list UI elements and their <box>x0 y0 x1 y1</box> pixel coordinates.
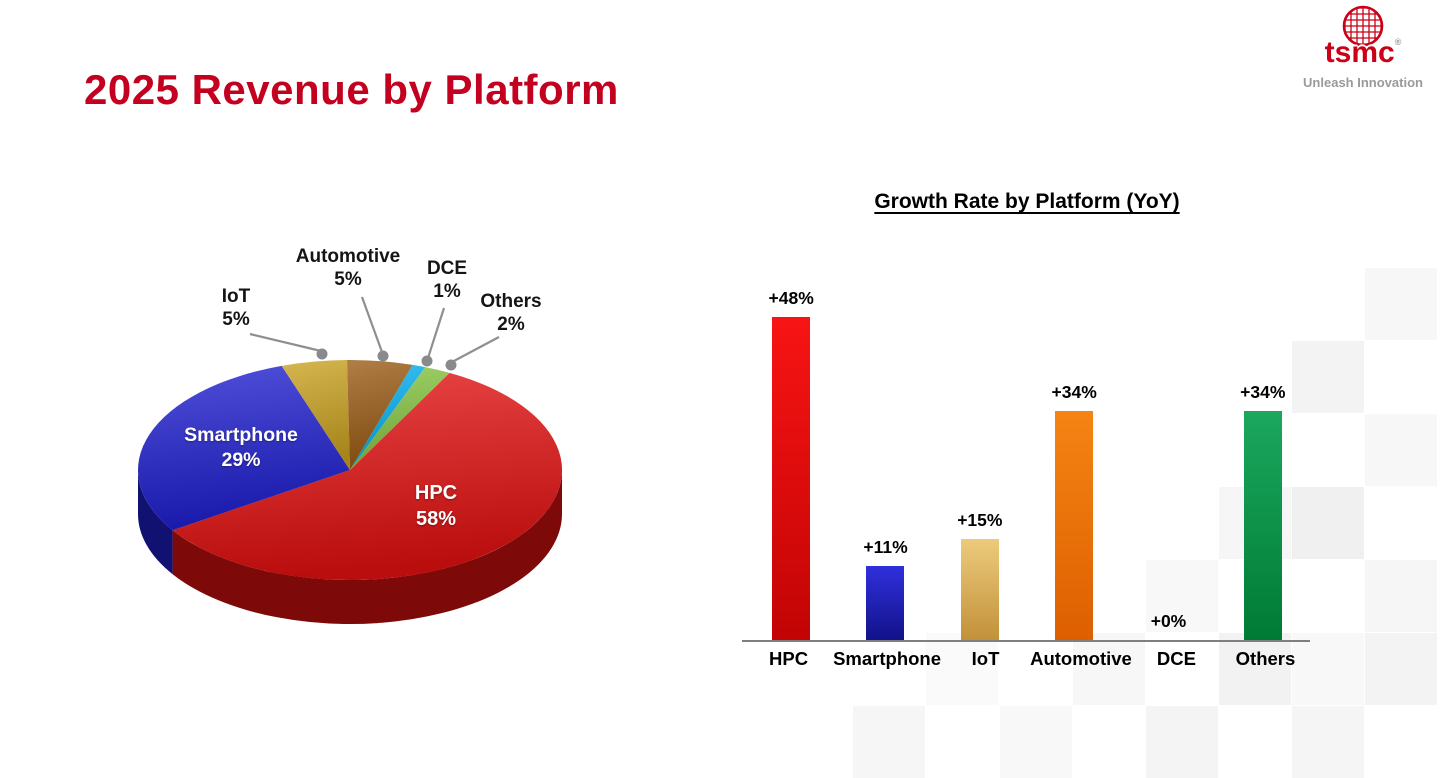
bar-column-others: +34% <box>1216 280 1310 640</box>
bar-chart-panel: Growth Rate by Platform (YoY) +48% +11% +1… <box>742 190 1310 700</box>
background-tile <box>1146 560 1218 632</box>
bar-value-iot: +15% <box>957 510 1003 530</box>
bar-column-smartphone: +11% <box>838 280 932 640</box>
pie-callout-automotive-name: Automotive <box>295 246 401 267</box>
bar-value-smartphone: +11% <box>863 537 908 557</box>
bar-smartphone <box>866 566 905 640</box>
bar-column-dce: +0% <box>1121 280 1215 640</box>
bar-iot <box>960 539 999 640</box>
bar-category-hpc: HPC <box>769 648 809 669</box>
background-tile <box>853 706 925 778</box>
tsmc-wordmark: tsmc® <box>1324 36 1402 69</box>
pie-slice-dce <box>350 364 426 470</box>
background-tile <box>926 633 998 705</box>
x-axis-line <box>742 640 1310 642</box>
pie-label-smartphone-value: 29% <box>221 449 261 472</box>
bar-category-others: Others <box>1235 648 1296 669</box>
pie-label-smartphone-name: Smartphone <box>184 424 298 446</box>
background-tile <box>1292 487 1364 559</box>
bar-value-hpc: +48% <box>768 288 814 308</box>
tsmc-logo: tsmc® Unleash Innovation <box>1298 4 1428 90</box>
logo-tagline: Unleash Innovation <box>1303 75 1423 90</box>
bar-hpc <box>772 317 811 640</box>
pie-slice-automotive <box>347 359 413 470</box>
background-tile <box>1073 633 1145 705</box>
background-tile <box>1292 341 1364 413</box>
pie-callout-automotive: Automotive 5% <box>270 246 426 292</box>
background-tile <box>1146 706 1218 778</box>
bar-category-dce: DCE <box>1156 648 1196 669</box>
bar-column-iot: +15% <box>933 280 1027 640</box>
bar-column-automotive: +34% <box>1027 280 1121 640</box>
background-tile <box>1292 633 1364 705</box>
bar-plot: +48% +11% +15% +34% +0% +34% <box>744 280 1310 640</box>
pie-callout-iot: IoT 5% <box>196 286 276 332</box>
background-tile <box>1365 268 1437 340</box>
bar-automotive <box>1055 411 1094 640</box>
pie-slice-iot <box>281 360 350 470</box>
bar-category-iot: IoT <box>971 648 1000 669</box>
bar-value-dce: +0% <box>1150 611 1187 631</box>
pie-label-hpc-value: 58% <box>415 508 457 530</box>
background-tile <box>1365 560 1437 632</box>
pie-callout-automotive-value: 5% <box>334 268 362 290</box>
pie-slice-hpc <box>172 372 563 581</box>
bar-chart-title: Growth Rate by Platform (YoY) <box>874 190 1180 213</box>
pie-label-hpc-name: HPC <box>414 482 458 504</box>
registered-mark: ® <box>1394 37 1402 47</box>
pie-callout-iot-value: 5% <box>222 308 250 330</box>
pie-chart <box>138 359 563 624</box>
pie-callout-others-name: Others <box>480 291 542 312</box>
bar-column-hpc: +48% <box>744 280 838 640</box>
tsmc-wafer-icon <box>1342 5 1384 47</box>
bar-category-smartphone: Smartphone <box>833 648 942 669</box>
page-title: 2025 Revenue by Platform <box>84 66 619 113</box>
pie-callout-others: Others 2% <box>471 291 551 337</box>
background-tile <box>1000 706 1072 778</box>
pie-label-smartphone: Smartphone 29% <box>161 423 321 474</box>
background-tile <box>1365 633 1437 705</box>
pie-side-hpc <box>172 470 563 624</box>
bar-category-labels: HPC Smartphone IoT Automotive DCE Others <box>744 648 1310 670</box>
pie-callout-dce-value: 1% <box>433 280 461 302</box>
bar-value-others: +34% <box>1240 382 1286 402</box>
pie-callout-others-value: 2% <box>497 313 525 335</box>
pie-slice-smartphone <box>138 365 350 531</box>
bar-category-automotive: Automotive <box>1030 648 1132 669</box>
bar-others <box>1243 411 1282 640</box>
pie-side-smartphone <box>138 470 173 575</box>
background-tile <box>1365 414 1437 486</box>
pie-callout-dce: DCE 1% <box>407 258 487 304</box>
pie-callout-dce-name: DCE <box>426 258 468 279</box>
background-tile <box>1292 706 1364 778</box>
background-tile <box>1219 633 1291 705</box>
bar-value-automotive: +34% <box>1051 382 1097 402</box>
pie-slice-others <box>350 367 450 470</box>
pie-callout-iot-name: IoT <box>221 286 251 307</box>
pie-label-hpc: HPC 58% <box>376 480 496 532</box>
